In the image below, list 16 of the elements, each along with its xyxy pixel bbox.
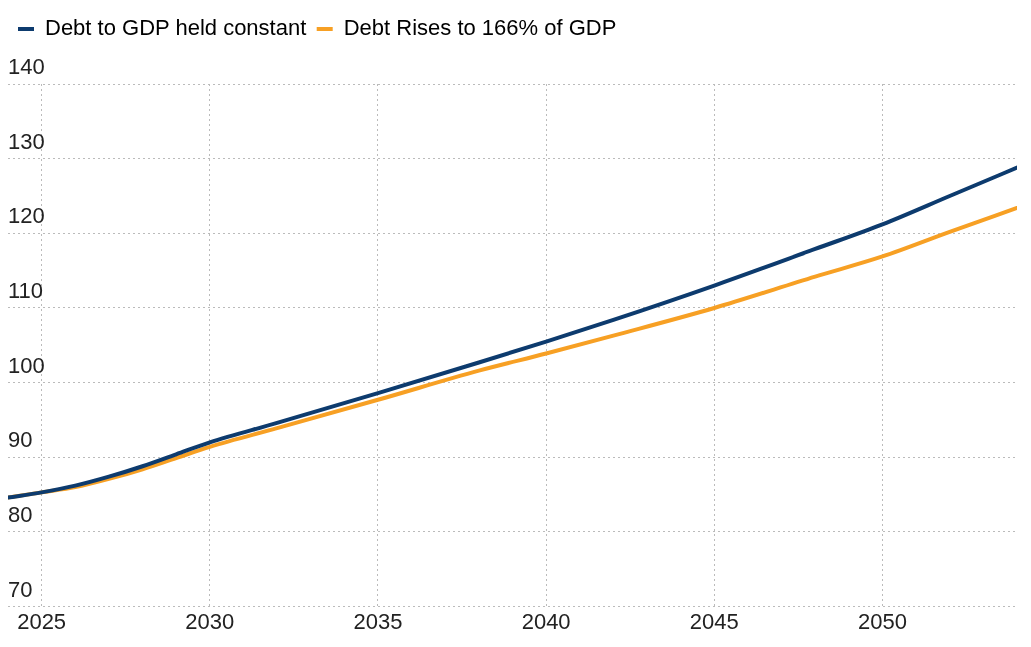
x-tick-label: 2025 [17,608,67,634]
legend-label: Debt Rises to 166% of GDP [343,15,617,41]
x-tick-label: 2035 [353,608,403,634]
y-tick-label: 120 [8,203,45,229]
y-tick-label: 100 [8,352,45,378]
y-tick-label: 80 [8,502,33,528]
x-tick-label: 2040 [521,608,571,634]
y-tick-label: 90 [8,427,33,453]
legend-label: Debt to GDP held constant [45,15,307,41]
x-tick-label: 2045 [689,608,739,634]
y-tick-label: 110 [8,278,44,304]
y-tick-label: 130 [8,128,45,154]
y-tick-label: 70 [8,576,33,602]
x-tick-label: 2050 [857,608,907,634]
x-tick-label: 2030 [185,608,235,634]
y-tick-label: 140 [8,54,45,80]
